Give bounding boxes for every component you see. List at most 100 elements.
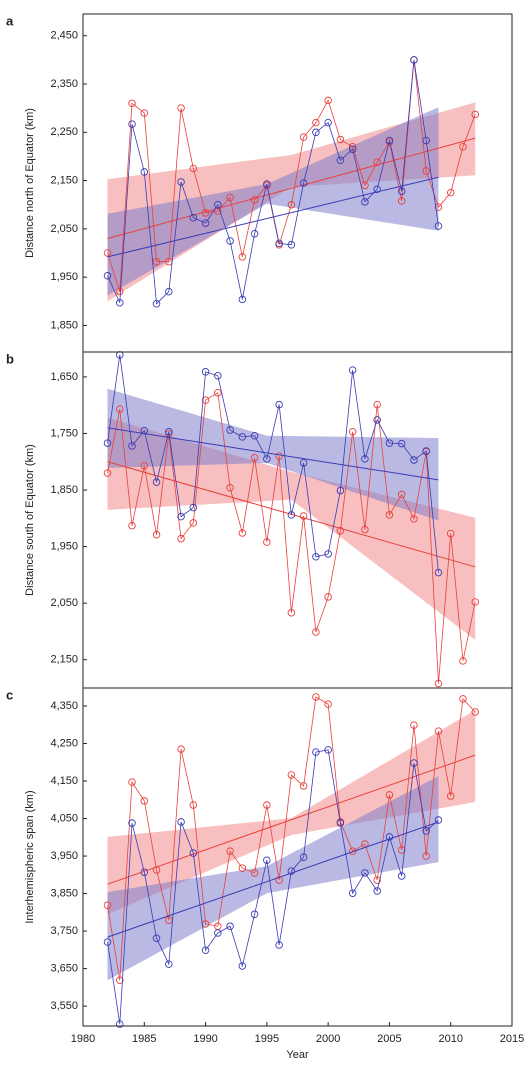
data-point xyxy=(238,864,247,872)
data-point xyxy=(397,439,406,448)
y-tick-label: 1,650 xyxy=(50,371,78,383)
y-tick-label: 2,150 xyxy=(50,174,78,186)
data-point xyxy=(250,454,259,462)
data-point xyxy=(263,856,271,864)
data-point xyxy=(165,287,173,296)
data-point xyxy=(348,366,357,374)
data-point xyxy=(299,512,308,520)
data-point xyxy=(385,439,394,447)
data-point xyxy=(263,538,271,546)
y-tick-label: 1,950 xyxy=(50,271,78,283)
data-point xyxy=(422,827,430,835)
data-point xyxy=(140,797,149,805)
data-point xyxy=(361,198,369,206)
data-point xyxy=(299,459,308,467)
data-point xyxy=(238,253,247,261)
data-point xyxy=(422,167,430,175)
data-point xyxy=(459,657,467,665)
data-point xyxy=(422,447,430,455)
data-point xyxy=(116,1020,124,1028)
y-tick-label: 1,750 xyxy=(50,427,78,439)
data-point xyxy=(434,727,443,735)
confidence-band xyxy=(107,107,439,296)
data-point xyxy=(312,553,320,561)
data-point xyxy=(226,484,234,492)
data-point xyxy=(446,792,455,800)
data-point xyxy=(226,426,234,434)
data-point xyxy=(116,405,124,413)
data-point xyxy=(263,180,271,188)
data-point xyxy=(410,515,418,523)
data-point xyxy=(324,550,332,558)
data-point xyxy=(116,298,124,307)
data-point xyxy=(385,791,394,799)
data-point xyxy=(459,695,467,703)
data-line xyxy=(107,354,439,573)
data-point xyxy=(214,200,222,209)
trend-line xyxy=(107,821,439,938)
data-point xyxy=(348,847,357,855)
data-point xyxy=(397,187,406,195)
data-point xyxy=(348,145,357,153)
data-point xyxy=(434,679,443,688)
x-axis-label: Year xyxy=(286,1049,309,1061)
data-point xyxy=(140,461,149,470)
data-point xyxy=(152,257,161,266)
data-point xyxy=(152,478,161,486)
data-point xyxy=(165,428,173,436)
data-point xyxy=(287,200,296,209)
panel-label: a xyxy=(6,13,14,28)
panel-label: b xyxy=(6,351,14,366)
data-point xyxy=(361,869,369,877)
data-point xyxy=(201,219,210,227)
y-tick-label: 3,950 xyxy=(50,850,78,862)
data-point xyxy=(140,426,149,435)
x-tick-label: 1990 xyxy=(193,1033,217,1045)
data-point xyxy=(201,396,210,404)
data-point xyxy=(238,433,247,441)
data-line xyxy=(107,749,439,1025)
data-point xyxy=(177,745,185,753)
data-point xyxy=(275,876,283,884)
data-point xyxy=(312,628,320,636)
data-point xyxy=(177,104,185,112)
data-point xyxy=(226,237,234,245)
data-point xyxy=(177,818,185,826)
data-point xyxy=(471,598,479,606)
data-point xyxy=(299,133,308,141)
data-point xyxy=(275,239,283,248)
data-point xyxy=(446,188,455,197)
y-tick-label: 4,350 xyxy=(50,700,78,712)
y-tick-label: 2,250 xyxy=(50,126,78,138)
data-point xyxy=(152,866,161,874)
y-tick-label: 1,850 xyxy=(50,319,78,331)
data-point xyxy=(103,901,112,909)
confidence-band xyxy=(107,417,476,640)
trend-line xyxy=(107,176,439,258)
data-point xyxy=(103,938,112,946)
data-point xyxy=(312,128,320,137)
data-point xyxy=(250,196,259,204)
data-point xyxy=(189,519,198,527)
data-point xyxy=(373,158,381,166)
data-point xyxy=(385,511,394,519)
data-point xyxy=(177,512,185,521)
x-tick-label: 2005 xyxy=(377,1033,401,1045)
data-point xyxy=(348,889,357,897)
data-point xyxy=(103,271,112,280)
data-point xyxy=(177,178,185,186)
data-point xyxy=(214,388,222,397)
data-point xyxy=(299,853,308,861)
confidence-band xyxy=(107,388,439,521)
data-point xyxy=(177,534,185,543)
data-point xyxy=(312,118,320,127)
data-point xyxy=(103,249,112,257)
data-point xyxy=(201,209,210,217)
data-point xyxy=(410,56,418,64)
y-tick-label: 3,750 xyxy=(50,925,78,937)
data-point xyxy=(128,120,136,128)
data-point xyxy=(373,887,381,895)
data-point xyxy=(103,439,112,447)
data-point xyxy=(348,428,357,436)
data-point xyxy=(324,96,332,105)
